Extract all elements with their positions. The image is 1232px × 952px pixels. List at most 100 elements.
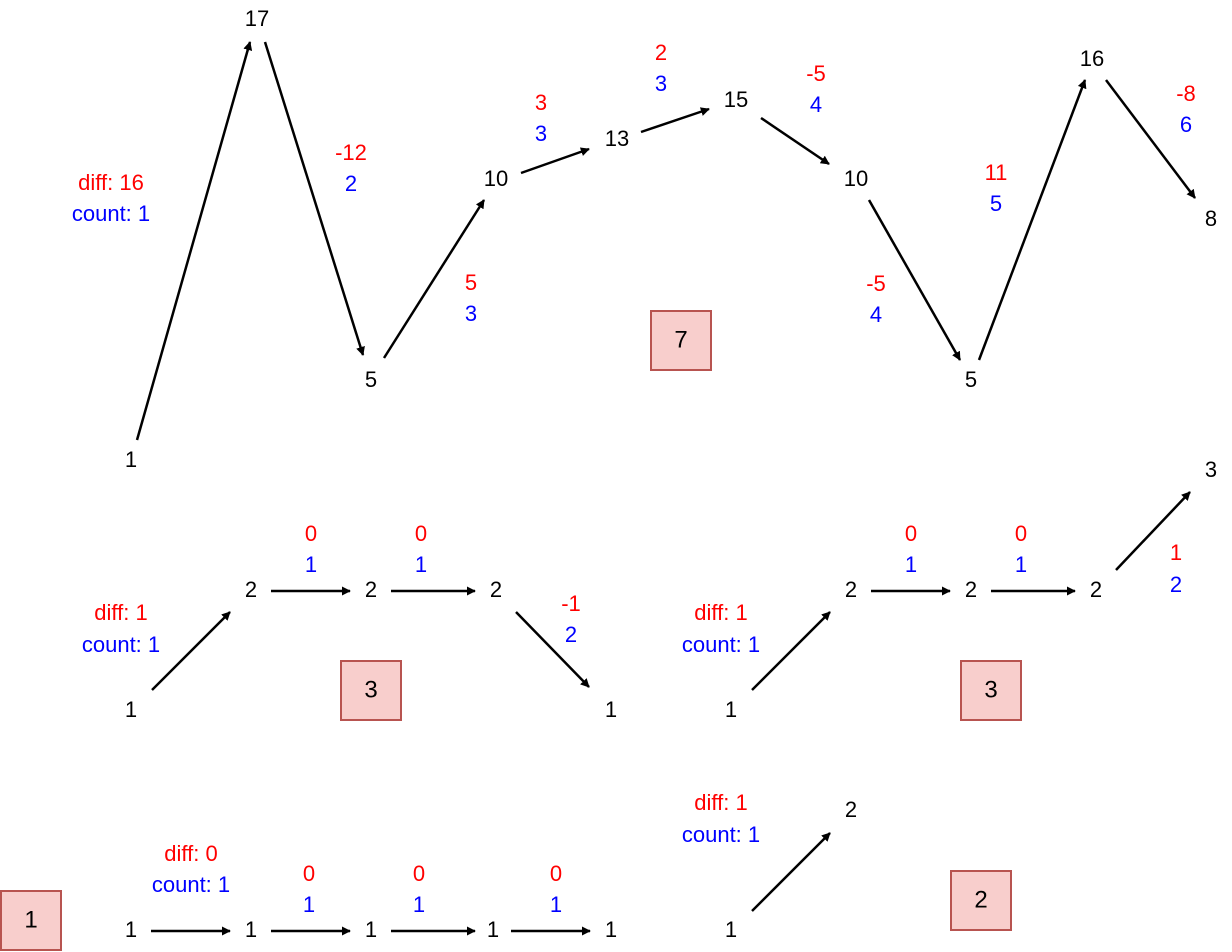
arrow <box>1105 79 1196 199</box>
arrow <box>1115 491 1191 571</box>
step-count: 4 <box>810 92 822 117</box>
node: 10 <box>484 166 508 191</box>
step-count: 1 <box>305 552 317 577</box>
node: 10 <box>844 166 868 191</box>
step-count: 2 <box>565 622 577 647</box>
step-count: 4 <box>870 302 882 327</box>
step-diff: 1 <box>1170 540 1182 565</box>
result-box: 7 <box>650 310 712 371</box>
node: 1 <box>605 697 617 722</box>
node: 13 <box>605 126 629 151</box>
diagram-2: 1 2 2 2 1 diff: 1 count: 1 0 1 0 1 -1 2 … <box>82 521 617 722</box>
node: 2 <box>965 577 977 602</box>
result-box: 2 <box>950 870 1012 931</box>
step-count: 1 <box>1015 552 1027 577</box>
diff-label: diff: 1 <box>94 600 147 625</box>
node: 2 <box>490 577 502 602</box>
step-diff: 11 <box>985 160 1008 185</box>
arrow <box>263 41 365 356</box>
node: 1 <box>605 917 617 942</box>
step-diff: -5 <box>866 271 886 296</box>
node: 5 <box>365 367 377 392</box>
result-value: 3 <box>984 676 997 703</box>
step-count: 1 <box>905 552 917 577</box>
arrow <box>751 832 831 912</box>
result-box: 1 <box>0 890 62 951</box>
step-count: 1 <box>413 892 425 917</box>
arrow <box>760 116 830 166</box>
node: 1 <box>125 697 137 722</box>
step-diff: 0 <box>413 861 425 886</box>
diff-label: diff: 16 <box>78 170 144 195</box>
result-box: 3 <box>340 660 402 721</box>
node: 16 <box>1080 46 1104 71</box>
diagram-1: 1 17 5 10 13 15 10 5 16 8 diff: 16 count… <box>72 6 1217 472</box>
step-count: 2 <box>345 171 357 196</box>
step-diff: -5 <box>806 61 826 86</box>
step-diff: 2 <box>655 40 667 65</box>
node: 1 <box>725 917 737 942</box>
arrow <box>520 147 590 175</box>
step-count: 3 <box>465 301 477 326</box>
step-diff: 3 <box>535 90 547 115</box>
node: 2 <box>365 577 377 602</box>
arrow <box>867 199 962 361</box>
node: 1 <box>365 917 377 942</box>
diff-label: diff: 1 <box>694 790 747 815</box>
step-diff: 0 <box>303 861 315 886</box>
diff-label: diff: 0 <box>164 841 217 866</box>
step-count: 1 <box>415 552 427 577</box>
node: 1 <box>725 697 737 722</box>
node: 1 <box>125 917 137 942</box>
diff-label: diff: 1 <box>694 600 747 625</box>
count-label: count: 1 <box>682 822 760 847</box>
node: 2 <box>845 577 857 602</box>
arrow <box>135 41 253 441</box>
node: 2 <box>1090 577 1102 602</box>
step-count: 3 <box>655 71 667 96</box>
count-label: count: 1 <box>152 872 230 897</box>
arrow <box>751 611 831 691</box>
count-label: count: 1 <box>82 632 160 657</box>
node: 1 <box>125 447 137 472</box>
count-label: count: 1 <box>72 201 150 226</box>
node: 1 <box>245 917 257 942</box>
step-diff: -1 <box>561 591 581 616</box>
step-count: 6 <box>1180 112 1192 137</box>
node: 17 <box>245 6 269 31</box>
node: 2 <box>245 577 257 602</box>
result-value: 2 <box>974 886 987 913</box>
result-value: 3 <box>364 676 377 703</box>
diagram-4: 1 1 1 1 1 diff: 0 count: 1 0 1 0 1 0 1 1 <box>0 841 617 951</box>
node: 3 <box>1205 457 1217 482</box>
step-count: 2 <box>1170 572 1182 597</box>
count-label: count: 1 <box>682 632 760 657</box>
step-diff: -8 <box>1176 81 1196 106</box>
arrow <box>977 79 1087 361</box>
step-diff: -12 <box>335 140 367 165</box>
step-diff: 0 <box>550 861 562 886</box>
node: 2 <box>845 797 857 822</box>
diagram-5: 1 2 diff: 1 count: 1 2 <box>682 790 1012 942</box>
node: 5 <box>965 367 977 392</box>
step-diff: 0 <box>1015 521 1027 546</box>
result-value: 1 <box>24 906 37 933</box>
step-count: 5 <box>990 191 1002 216</box>
step-diff: 0 <box>905 521 917 546</box>
arrow <box>151 611 231 691</box>
node: 1 <box>487 917 499 942</box>
diagram-3: 1 2 2 2 3 diff: 1 count: 1 0 1 0 1 1 2 3 <box>682 457 1217 722</box>
node: 15 <box>724 87 748 112</box>
result-box: 3 <box>960 660 1022 721</box>
arrow <box>382 199 486 359</box>
arrow <box>515 611 590 688</box>
step-diff: 0 <box>415 521 427 546</box>
result-value: 7 <box>674 326 687 353</box>
step-diff: 5 <box>465 270 477 295</box>
step-count: 1 <box>303 892 315 917</box>
node: 8 <box>1205 206 1217 231</box>
step-count: 3 <box>535 121 547 146</box>
step-count: 1 <box>550 892 562 917</box>
